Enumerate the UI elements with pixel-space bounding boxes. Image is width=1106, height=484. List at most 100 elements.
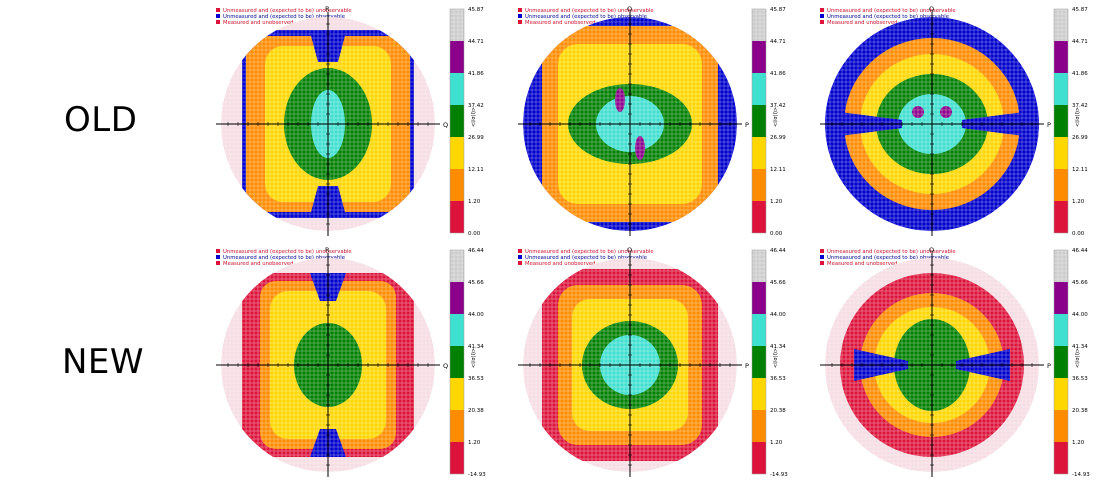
scale-tick-label: -14.93: [468, 472, 486, 478]
scale-block: [752, 137, 766, 169]
scale-title: <I/σ(I)>: [471, 107, 477, 127]
legend-swatch: [820, 8, 824, 12]
scale-frame: [751, 249, 767, 475]
scale-block: [1054, 41, 1068, 73]
scale-tick-label: 20.38: [770, 408, 786, 414]
scale-tick-label: 46.44: [468, 248, 484, 254]
plot-panel-old-qp-1: Unmeasured and (expected to be) unobserv…: [512, 2, 812, 242]
scale-block: [1054, 378, 1068, 410]
scale-tick-label: 1.20: [468, 199, 481, 205]
scale-tick-label: 41.86: [1072, 71, 1088, 77]
scale-block: [752, 105, 766, 137]
color-scale: 46.44 45.66 44.00 41.34 36.53 20.38 1.20 -14.93…: [751, 248, 788, 478]
vertical-axis-label: Q: [627, 5, 632, 13]
scale-tick-label: 37.42: [1072, 103, 1088, 109]
plot-panel-new-qp-2: Unmeasured and (expected to be) unobserv…: [814, 243, 1106, 483]
legend-swatch: [518, 20, 522, 24]
scale-block-pattern: [752, 250, 766, 282]
legend-swatch: [820, 14, 824, 18]
vertical-axis-label: Q: [929, 246, 934, 254]
scale-tick-label: 37.42: [468, 103, 484, 109]
legend-text: Unmeasured and (expected to be) unobserv…: [223, 8, 352, 14]
legend-text: Unmeasured and (expected to be) observab…: [827, 14, 949, 20]
legend-swatch: [216, 261, 220, 265]
scale-title: <I/σ(I)>: [1075, 348, 1081, 368]
scale-block: [450, 137, 464, 169]
legend: Unmeasured and (expected to be) unobserv…: [518, 249, 654, 267]
scale-block: [1054, 137, 1068, 169]
scale-block: [1054, 410, 1068, 442]
scale-block-pattern: [450, 250, 464, 282]
scale-tick-label: 41.86: [770, 71, 786, 77]
horizontal-axis-label: P: [1047, 362, 1051, 370]
scale-block: [752, 201, 766, 233]
horizontal-axis-label: Q: [443, 362, 448, 370]
scale-tick-label: 36.53: [770, 376, 786, 382]
legend-swatch: [820, 261, 824, 265]
scale-tick-label: 44.00: [770, 312, 786, 318]
scale-tick-label: 20.38: [468, 408, 484, 414]
scale-block: [450, 201, 464, 233]
scale-block: [752, 73, 766, 105]
scale-tick-label: 12.11: [1072, 167, 1088, 173]
plot-svg: Unmeasured and (expected to be) unobserv…: [820, 246, 1090, 478]
scale-tick-label: 44.71: [1072, 39, 1088, 45]
scale-block: [1054, 346, 1068, 378]
vertical-axis-label: R: [325, 5, 330, 13]
legend-swatch: [216, 14, 220, 18]
legend: Unmeasured and (expected to be) unobserv…: [216, 8, 352, 26]
scale-frame: [751, 8, 767, 234]
legend: Unmeasured and (expected to be) unobserv…: [216, 249, 352, 267]
scale-block: [1054, 105, 1068, 137]
scale-frame: [449, 249, 465, 475]
legend-text: Measured and unobserved: [223, 261, 293, 267]
legend-text: Unmeasured and (expected to be) observab…: [223, 14, 345, 20]
legend-swatch: [518, 261, 522, 265]
scale-block: [1054, 282, 1068, 314]
scale-block: [1054, 442, 1068, 474]
legend-text: Measured and unobserved: [827, 261, 897, 267]
plot-panel-new-qp-1: Unmeasured and (expected to be) unobserv…: [512, 243, 812, 483]
scale-block: [752, 282, 766, 314]
scale-tick-label: 37.42: [770, 103, 786, 109]
scale-tick-label: 1.20: [468, 440, 481, 446]
scale-tick-label: 20.38: [1072, 408, 1088, 414]
scale-tick-label: 26.99: [468, 135, 484, 141]
legend-text: Unmeasured and (expected to be) unobserv…: [827, 8, 956, 14]
legend-text: Measured and unobserved: [827, 20, 897, 26]
scale-tick-label: 26.99: [1072, 135, 1088, 141]
scale-tick-label: 1.20: [1072, 199, 1085, 205]
plot-svg: Unmeasured and (expected to be) unobserv…: [216, 246, 486, 478]
scale-tick-label: 12.11: [468, 167, 484, 173]
scale-tick-label: 36.53: [1072, 376, 1088, 382]
scale-tick-label: 1.20: [1072, 440, 1085, 446]
scale-tick-label: -14.93: [770, 472, 788, 478]
legend: Unmeasured and (expected to be) unobserv…: [820, 8, 956, 26]
legend-text: Unmeasured and (expected to be) observab…: [223, 255, 345, 261]
scale-block: [1054, 314, 1068, 346]
scale-block: [752, 41, 766, 73]
scale-tick-label: 1.20: [770, 440, 783, 446]
scale-tick-label: 0.00: [468, 231, 481, 237]
scale-tick-label: 46.44: [1072, 248, 1088, 254]
horizontal-axis-label: P: [745, 121, 749, 129]
vertical-axis-label: Q: [929, 5, 934, 13]
scale-block: [450, 442, 464, 474]
scale-frame: [449, 8, 465, 234]
scale-tick-label: 41.34: [770, 344, 786, 350]
scale-tick-label: 0.00: [1072, 231, 1085, 237]
scale-block: [450, 410, 464, 442]
scale-tick-label: 1.20: [770, 199, 783, 205]
horizontal-axis-label: P: [1047, 121, 1051, 129]
scale-block-pattern: [1054, 250, 1068, 282]
scale-block: [450, 282, 464, 314]
scale-tick-label: 36.53: [468, 376, 484, 382]
scale-title: <I/σ(I)>: [773, 348, 779, 368]
color-scale: 46.44 45.66 44.00 41.34 36.53 20.38 1.20 -14.93…: [1053, 248, 1090, 478]
scale-tick-label: 41.86: [468, 71, 484, 77]
scale-block: [450, 346, 464, 378]
vertical-axis-label: R: [325, 246, 330, 254]
legend-swatch: [518, 249, 522, 253]
scale-block: [752, 378, 766, 410]
scale-block: [450, 41, 464, 73]
